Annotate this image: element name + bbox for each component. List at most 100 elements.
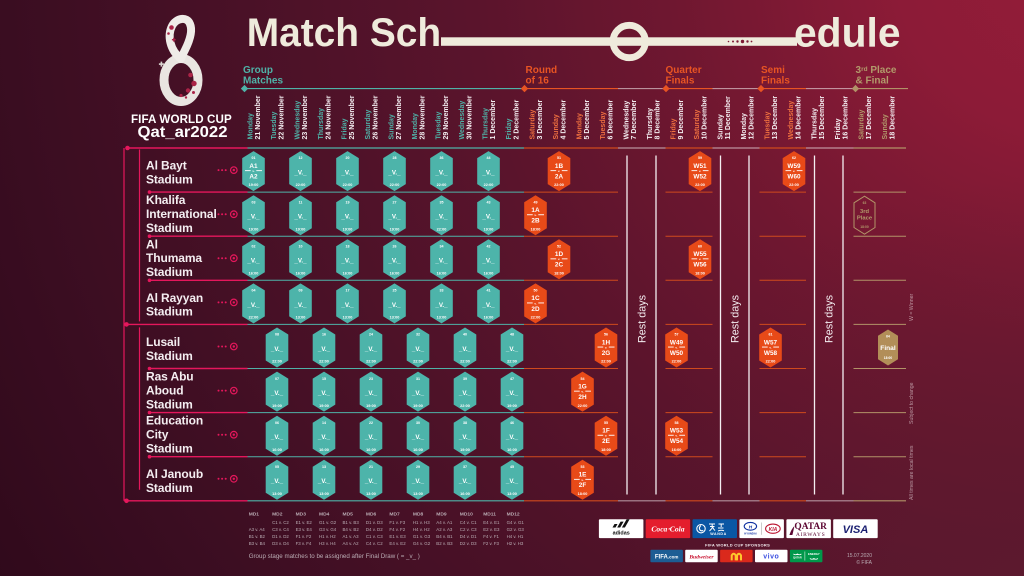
svg-text:22:00: 22:00 xyxy=(789,183,799,187)
svg-text:Al Bayt: Al Bayt xyxy=(146,159,187,173)
svg-text:22:00: 22:00 xyxy=(249,316,259,320)
svg-text:_V._: _V._ xyxy=(505,434,519,441)
svg-text:F4 v. F2: F4 v. F2 xyxy=(389,527,405,532)
svg-text:Final: Final xyxy=(880,345,896,352)
svg-text:13:00: 13:00 xyxy=(390,316,400,320)
svg-text:A4 v. A1: A4 v. A1 xyxy=(436,520,453,525)
svg-text:_V._: _V._ xyxy=(364,434,378,441)
svg-text:22:00: 22:00 xyxy=(460,404,470,408)
svg-text:2G: 2G xyxy=(602,350,611,357)
svg-text:14: 14 xyxy=(322,421,326,425)
svg-text:13:00: 13:00 xyxy=(343,316,353,320)
svg-text:12: 12 xyxy=(299,156,303,160)
svg-text:Monday: Monday xyxy=(577,113,584,140)
svg-text:Stadium: Stadium xyxy=(146,349,193,363)
svg-text:6 December: 6 December xyxy=(608,100,615,140)
svg-text:24: 24 xyxy=(369,333,373,337)
svg-text:57: 57 xyxy=(675,333,679,337)
svg-text:03: 03 xyxy=(252,200,256,204)
svg-text:18:00: 18:00 xyxy=(695,271,705,275)
svg-text:_V._: _V._ xyxy=(411,478,425,485)
svg-text:C4 v. C1: C4 v. C1 xyxy=(460,520,477,525)
svg-text:22 November: 22 November xyxy=(279,95,286,139)
svg-text:20: 20 xyxy=(346,156,350,160)
svg-text:1B: 1B xyxy=(555,163,564,170)
svg-text:_V._: _V._ xyxy=(364,346,378,353)
svg-text:Finals: Finals xyxy=(761,75,790,86)
svg-text:1D: 1D xyxy=(555,251,564,258)
svg-text:Tuesday: Tuesday xyxy=(436,112,443,140)
svg-text:Friday: Friday xyxy=(671,118,678,139)
svg-text:22:00: 22:00 xyxy=(601,360,611,364)
svg-text:18:00: 18:00 xyxy=(860,225,869,229)
svg-text:27 November: 27 November xyxy=(396,95,403,139)
svg-text:1A: 1A xyxy=(531,207,540,214)
svg-text:21: 21 xyxy=(369,465,373,469)
svg-text:_V._: _V._ xyxy=(340,302,354,309)
svg-text:1H: 1H xyxy=(602,339,611,346)
svg-text:Khalifa: Khalifa xyxy=(146,193,186,207)
svg-text:_V._: _V._ xyxy=(293,302,307,309)
svg-text:8 December: 8 December xyxy=(655,100,662,140)
svg-text:vivo: vivo xyxy=(763,554,779,561)
svg-text:28 November: 28 November xyxy=(420,95,427,139)
svg-text:16:00: 16:00 xyxy=(484,271,494,275)
svg-text:19:00: 19:00 xyxy=(484,227,494,231)
svg-text:59: 59 xyxy=(698,156,702,160)
svg-text:Al: Al xyxy=(146,237,158,251)
svg-text:F4 v. F1: F4 v. F1 xyxy=(483,534,499,539)
svg-text:22: 22 xyxy=(369,421,373,425)
svg-text:16:00: 16:00 xyxy=(437,271,447,275)
svg-text:Thumama: Thumama xyxy=(146,251,202,265)
svg-text:& Final: & Final xyxy=(856,75,890,86)
svg-text:W55: W55 xyxy=(693,251,707,258)
svg-text:49: 49 xyxy=(534,200,538,204)
svg-text:_V._: _V._ xyxy=(270,346,284,353)
svg-text:22:00: 22:00 xyxy=(437,227,447,231)
svg-text:v.: v. xyxy=(793,169,795,173)
svg-text:Stadium: Stadium xyxy=(146,441,193,455)
svg-text:Education: Education xyxy=(146,414,203,428)
svg-text:33: 33 xyxy=(440,289,444,293)
svg-text:28: 28 xyxy=(393,156,397,160)
svg-text:21 November: 21 November xyxy=(255,95,262,139)
svg-text:of 16: of 16 xyxy=(526,75,550,86)
svg-text:2H: 2H xyxy=(578,394,587,401)
svg-text:19:00: 19:00 xyxy=(296,227,306,231)
svg-text:45: 45 xyxy=(510,465,514,469)
svg-text:Thursday: Thursday xyxy=(812,108,819,140)
svg-text:ENERGY: ENERGY xyxy=(808,552,820,556)
svg-text:18:00: 18:00 xyxy=(884,356,893,360)
svg-text:W59: W59 xyxy=(787,163,801,170)
svg-text:International: International xyxy=(146,207,217,221)
svg-text:_V._: _V._ xyxy=(481,170,495,177)
svg-text:MD11: MD11 xyxy=(483,511,496,517)
svg-text:42: 42 xyxy=(487,244,491,248)
svg-text:G2 v. G3: G2 v. G3 xyxy=(507,527,525,532)
svg-text:16:00: 16:00 xyxy=(343,271,353,275)
svg-text:Saturday: Saturday xyxy=(530,109,537,139)
svg-text:_V._: _V._ xyxy=(270,390,284,397)
svg-text:2A: 2A xyxy=(555,174,564,181)
svg-text:E4 v. E2: E4 v. E2 xyxy=(389,541,406,546)
svg-text:_V._: _V._ xyxy=(317,390,331,397)
svg-text:41: 41 xyxy=(487,289,491,293)
svg-text:9 December: 9 December xyxy=(678,100,685,140)
svg-text:Rest days: Rest days xyxy=(730,294,742,343)
svg-text:FIFA WORLD CUP SPONSORS: FIFA WORLD CUP SPONSORS xyxy=(705,543,770,548)
svg-text:19:00: 19:00 xyxy=(343,227,353,231)
svg-text:_V._: _V._ xyxy=(317,478,331,485)
svg-text:F1 v. F2: F1 v. F2 xyxy=(296,534,312,539)
svg-text:MD4: MD4 xyxy=(319,511,330,517)
svg-text:_V._: _V._ xyxy=(458,390,472,397)
svg-text:Friday: Friday xyxy=(506,118,513,139)
svg-text:_V._: _V._ xyxy=(340,170,354,177)
svg-text:16:00: 16:00 xyxy=(672,448,682,452)
svg-text:HYUNDAI: HYUNDAI xyxy=(744,532,756,536)
svg-text:C4 v. C2: C4 v. C2 xyxy=(366,541,383,546)
svg-text:24 November: 24 November xyxy=(326,95,333,139)
svg-text:G1 v. G2: G1 v. G2 xyxy=(319,520,337,525)
svg-text:16:00: 16:00 xyxy=(507,448,517,452)
svg-text:_V._: _V._ xyxy=(411,434,425,441)
svg-text:47: 47 xyxy=(510,377,514,381)
